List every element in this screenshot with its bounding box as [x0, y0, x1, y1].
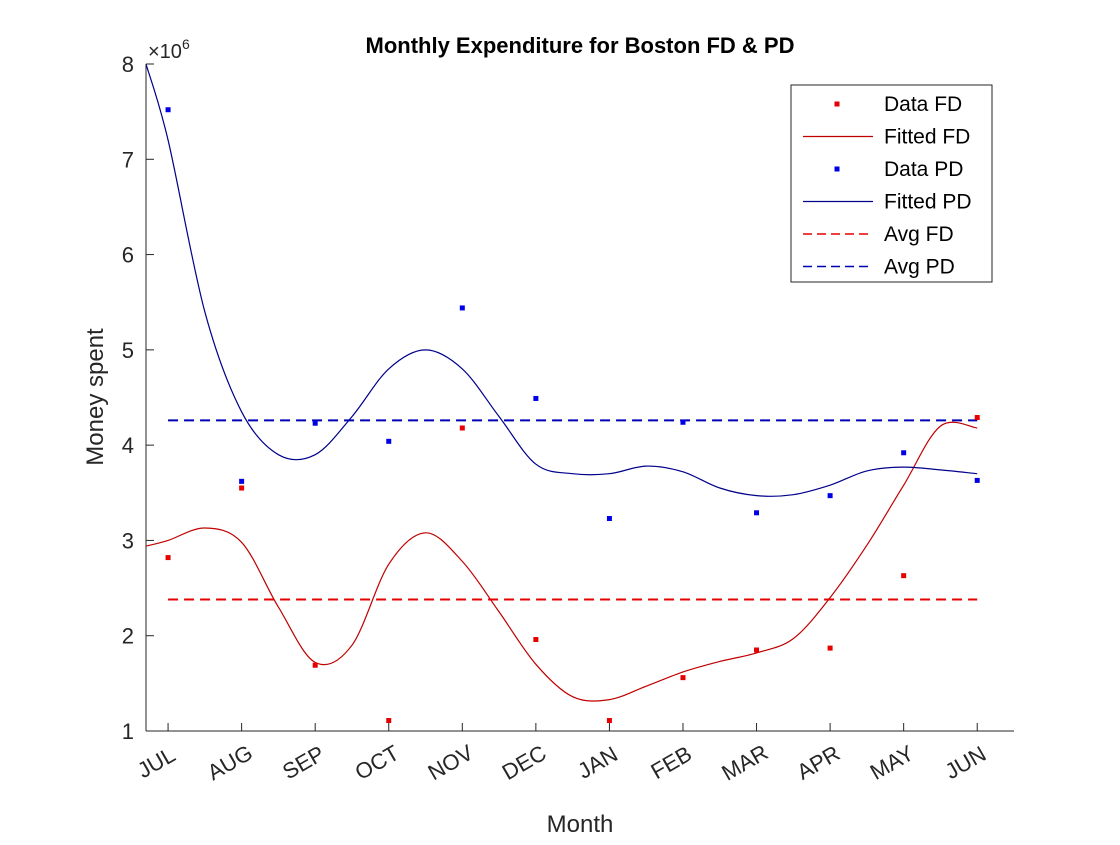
data-point-data-fd [239, 485, 245, 491]
x-tick-label: FEB [646, 741, 696, 784]
legend-label-fitted-pd: Fitted PD [884, 191, 972, 214]
series-line-fitted-fd [146, 421, 978, 702]
y-tick-label: 6 [122, 243, 134, 268]
data-point-data-pd [680, 419, 686, 425]
y-axis-label: Money spent [82, 328, 109, 466]
x-axis-label: Month [547, 811, 614, 838]
y-tick-labels: 1 2 3 4 5 6 7 8 [122, 52, 154, 744]
y-exponent-label: ×106 [148, 36, 190, 63]
data-point-data-pd [754, 510, 760, 516]
data-point-data-fd [827, 645, 833, 651]
x-tick-label: SEP [278, 741, 329, 785]
series-line-fitted-pd [146, 64, 978, 497]
legend-label-data-pd: Data PD [884, 158, 963, 181]
y-tick-label: 4 [122, 433, 134, 458]
plot-area [145, 64, 1014, 732]
data-point-data-fd [754, 647, 760, 653]
y-tick-label: 7 [122, 147, 134, 172]
x-tick-label: OCT [351, 740, 404, 785]
data-point-data-pd [386, 438, 392, 444]
data-point-data-pd [459, 305, 465, 311]
data-point-data-fd [165, 555, 171, 561]
legend-label-fitted-fd: Fitted FD [884, 126, 970, 149]
chart-title: Monthly Expenditure for Boston FD & PD [366, 33, 795, 58]
y-tick-label: 2 [122, 624, 134, 649]
y-tick-label: 5 [122, 338, 134, 363]
data-point-data-fd [974, 415, 980, 421]
legend-label-avg-pd: Avg PD [884, 256, 955, 279]
data-point-data-fd [459, 425, 465, 431]
legend-box [790, 84, 993, 283]
data-point-data-pd [239, 478, 245, 484]
data-point-data-pd [974, 477, 980, 483]
legend: Data FD Fitted FD Data PD Fitted PD Avg FD Av… [790, 84, 993, 283]
legend-label-data-fd: Data FD [884, 93, 962, 116]
data-point-data-fd [386, 718, 392, 724]
data-point-data-fd [680, 675, 686, 681]
data-point-data-fd [312, 662, 318, 668]
data-point-data-fd [533, 637, 539, 643]
x-tick-label: MAY [866, 740, 919, 785]
data-point-data-pd [533, 395, 539, 401]
data-point-data-pd [165, 107, 171, 113]
x-tick-label: JUN [941, 741, 991, 784]
svg-text:×106: ×106 [148, 36, 190, 63]
data-point-data-pd [901, 450, 907, 456]
data-point-data-pd [827, 493, 833, 499]
data-point-data-pd [606, 516, 612, 522]
x-tick-label: JUL [133, 742, 179, 783]
x-tick-label: APR [793, 740, 845, 784]
x-tick-label: MAR [717, 739, 772, 785]
x-tick-label: NOV [424, 740, 478, 786]
data-point-data-pd [312, 420, 318, 426]
legend-label-avg-fd: Avg FD [884, 223, 954, 246]
y-tick-label: 3 [122, 528, 134, 553]
x-tick-label: DEC [498, 740, 551, 785]
y-tick-label: 1 [122, 719, 134, 744]
data-point-data-fd [606, 718, 612, 724]
data-point-data-fd [901, 573, 907, 579]
legend-marker-data-fd [834, 101, 840, 107]
x-tick-label: AUG [203, 740, 257, 785]
y-tick-label: 8 [122, 52, 134, 77]
legend-marker-data-pd [834, 166, 840, 172]
x-tick-label: JAN [573, 741, 621, 783]
x-tick-labels: JUL AUG SEP OCT NOV DEC JAN FEB MAR APR MAY JUN [133, 723, 990, 786]
